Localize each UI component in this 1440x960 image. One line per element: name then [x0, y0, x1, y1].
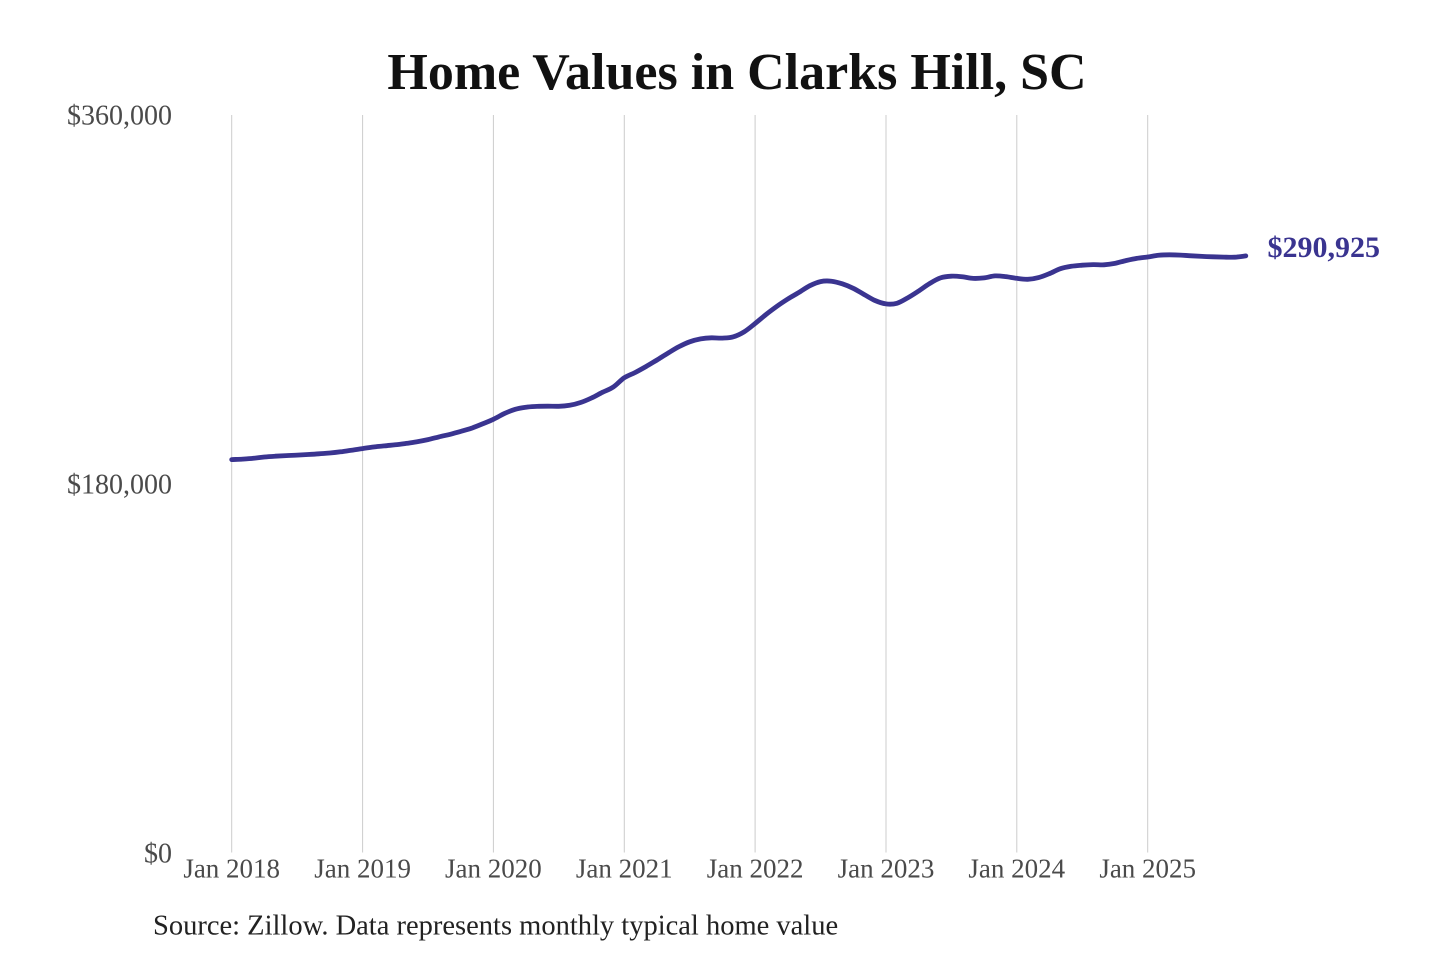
svg-text:Jan 2022: Jan 2022: [707, 854, 804, 884]
svg-text:$360,000: $360,000: [67, 101, 172, 132]
svg-text:Jan 2019: Jan 2019: [314, 854, 411, 884]
svg-text:Jan 2020: Jan 2020: [445, 854, 542, 884]
svg-text:$180,000: $180,000: [67, 470, 172, 501]
svg-text:Jan 2023: Jan 2023: [838, 854, 935, 884]
svg-text:$290,925: $290,925: [1268, 231, 1381, 264]
svg-text:$0: $0: [144, 839, 172, 870]
svg-text:Jan 2018: Jan 2018: [183, 854, 280, 884]
svg-text:Jan 2025: Jan 2025: [1099, 854, 1196, 884]
svg-text:Jan 2021: Jan 2021: [576, 854, 673, 884]
svg-text:Jan 2024: Jan 2024: [968, 854, 1065, 884]
svg-text:Source: Zillow. Data represent: Source: Zillow. Data represents monthly …: [153, 911, 838, 942]
svg-text:Home Values in Clarks Hill, SC: Home Values in Clarks Hill, SC: [387, 44, 1086, 101]
